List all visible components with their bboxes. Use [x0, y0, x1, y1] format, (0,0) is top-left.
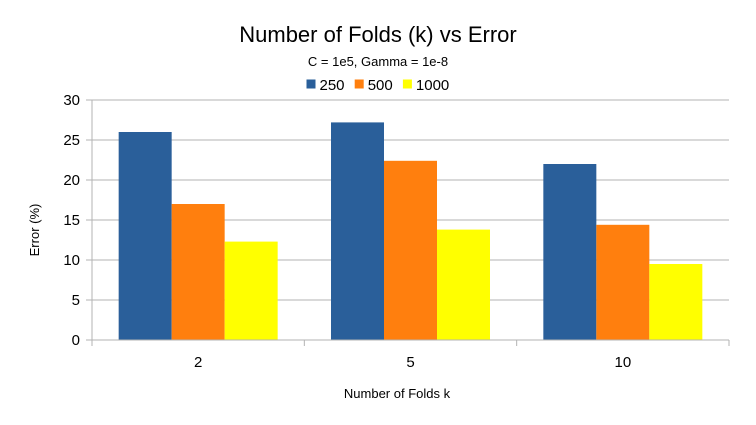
axes — [91, 100, 730, 346]
bar-250-k5 — [331, 122, 384, 341]
legend-swatch-500 — [354, 79, 364, 89]
y-tick-label: 10 — [63, 252, 80, 269]
bar-250-k10 — [543, 164, 597, 340]
bar-500-k2 — [171, 204, 225, 340]
y-tick-label: 20 — [63, 172, 80, 189]
x-axis-label: Number of Folds k — [344, 386, 451, 401]
legend-label-250: 250 — [320, 77, 345, 94]
chart-title: Number of Folds (k) vs Error — [239, 22, 517, 47]
legend-label-500: 500 — [368, 77, 393, 94]
x-tick-label: 10 — [614, 354, 631, 371]
legend-swatch-1000 — [402, 79, 412, 89]
bar-1000-k10 — [649, 264, 703, 340]
y-tick-labels: 0 5 10 15 20 25 30 — [63, 92, 80, 349]
bar-1000-k2 — [224, 241, 278, 340]
y-tick-label: 5 — [72, 292, 80, 309]
bar-500-k10 — [596, 224, 650, 340]
x-tick-label: 5 — [406, 354, 414, 371]
legend: 250 500 1000 — [306, 77, 449, 94]
x-tick-labels: 2 5 10 — [194, 354, 631, 371]
y-tick-label: 30 — [63, 92, 80, 109]
x-tick-label: 2 — [194, 354, 202, 371]
bar-500-k5 — [384, 160, 437, 340]
bar-1000-k5 — [437, 229, 490, 340]
y-axis-label: Error (%) — [27, 204, 42, 257]
legend-label-1000: 1000 — [416, 77, 449, 94]
bar-250-k2 — [118, 132, 172, 340]
chart-subtitle: C = 1e5, Gamma = 1e-8 — [308, 54, 448, 69]
y-tick-label: 0 — [72, 332, 80, 349]
bars — [118, 122, 703, 341]
y-tick-label: 25 — [63, 132, 80, 149]
legend-swatch-250 — [306, 79, 316, 89]
y-tick-label: 15 — [63, 212, 80, 229]
